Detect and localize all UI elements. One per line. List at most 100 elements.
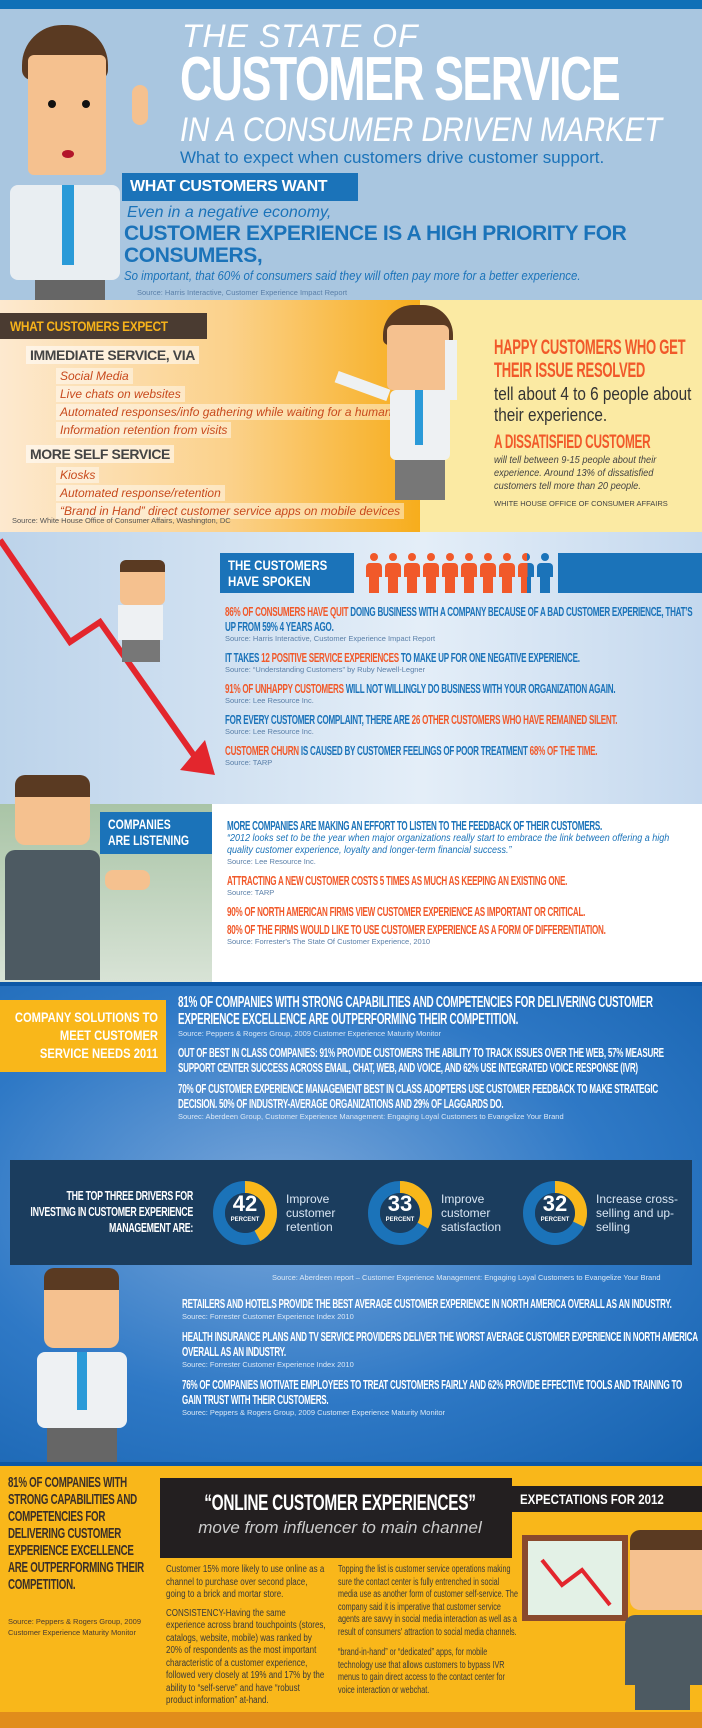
right-source: WHITE HOUSE OFFICE OF CONSUMER AFFAIRS	[494, 499, 668, 508]
solutions-list-2: RETAILERS AND HOTELS PROVIDE THE BEST AV…	[182, 1296, 700, 1418]
donut-label: Improve customer satisfaction	[441, 1192, 502, 1234]
donut-value: 42	[232, 1191, 258, 1216]
spoken-statements: 86% OF CONSUMERS HAVE QUIT DOING BUSINES…	[225, 604, 700, 768]
presenter-businessman-illustration	[620, 1530, 702, 1710]
col1-p2: CONSISTENCY-Having the same experience a…	[166, 1607, 326, 1707]
footer-bar	[0, 1712, 702, 1728]
solution-source: Sourec: Forrester Customer Experience In…	[182, 1360, 354, 1369]
expectations-2012-box: EXPECTATIONS FOR 2012	[512, 1486, 702, 1512]
solution-source: Sourec: Forrester Customer Experience In…	[182, 1312, 354, 1321]
person-icon	[385, 553, 401, 593]
raised-finger-icon	[132, 85, 148, 125]
solutions-list: 81% OF COMPANIES WITH STRONG CAPABILITIE…	[178, 994, 698, 1122]
businessman-pointing-illustration	[10, 15, 120, 300]
falling-red-arrow-icon	[0, 538, 215, 775]
title-line3: IN A CONSUMER DRIVEN MARKET	[180, 111, 662, 149]
dissatisfied-text: will tell between 9-15 people about thei…	[494, 454, 657, 492]
solution-item: OUT OF BEST IN CLASS COMPANIES: 91% PROV…	[178, 1045, 664, 1075]
listening-right-panel	[212, 804, 702, 982]
donut-unit: PERCENT	[385, 1217, 415, 1223]
expect-group-heading: IMMEDIATE SERVICE, VIA	[26, 346, 199, 364]
word-of-mouth-text: HAPPY CUSTOMERS WHO GET THEIR ISSUE RESO…	[494, 336, 699, 509]
solution-item: 70% OF CUSTOMER EXPERIENCE MANAGEMENT BE…	[178, 1081, 658, 1111]
person-icon	[499, 553, 515, 593]
header-source: Source: Harris Interactive, Customer Exp…	[137, 288, 348, 297]
person-icon	[518, 553, 534, 593]
donut-ring	[523, 1181, 587, 1245]
companies-listening-label: COMPANIES ARE LISTENING	[100, 812, 212, 854]
happy-customers-headline: HAPPY CUSTOMERS WHO GET THEIR ISSUE RESO…	[494, 336, 686, 382]
donut-unit: PERCENT	[230, 1217, 260, 1223]
listening-title-line2: ARE LISTENING	[108, 832, 190, 848]
so-important-text: So important, that 60% of consumers said…	[124, 268, 581, 283]
what-customers-expect-label: WHAT CUSTOMERS EXPECT	[0, 313, 207, 339]
businessman-illustration	[32, 1268, 132, 1462]
person-icon	[537, 553, 553, 593]
online-title-box	[160, 1478, 512, 1558]
online-subtitle: move from influencer to main channel	[198, 1518, 482, 1537]
solution-source: Sourec: Aberdeen Group, Customer Experie…	[178, 1112, 564, 1121]
chart-board-icon	[522, 1535, 628, 1621]
solution-item: RETAILERS AND HOTELS PROVIDE THE BEST AV…	[182, 1296, 672, 1311]
word-of-mouth-section	[420, 300, 702, 532]
expect-group-heading: MORE SELF SERVICE	[26, 445, 174, 463]
listening-s4-source: Source: Forrester's The State Of Custome…	[227, 937, 431, 946]
dissatisfied-headline: A DISSATISFIED CUSTOMER	[494, 432, 651, 453]
expect-item: “Brand in Hand” direct customer service …	[56, 503, 405, 519]
statement: FOR EVERY CUSTOMER COMPLAINT, THERE ARE …	[225, 712, 618, 736]
statement: CUSTOMER CHURN IS CAUSED BY CUSTOMER FEE…	[225, 743, 598, 767]
donut-value: 32	[542, 1191, 568, 1216]
solution-source: Sourec: Peppers & Rogers Group, 2009 Cus…	[182, 1408, 446, 1417]
expect-title: WHAT CUSTOMERS EXPECT	[10, 318, 168, 334]
priority-headline: CUSTOMER EXPERIENCE IS A HIGH PRIORITY F…	[124, 222, 627, 267]
statement: 91% OF UNHAPPY CUSTOMERS WILL NOT WILLIN…	[225, 681, 616, 705]
donut-unit: PERCENT	[540, 1217, 570, 1223]
col1-p1: Customer 15% more likely to use online a…	[166, 1564, 325, 1600]
expect-item: Automated responses/info gathering while…	[56, 404, 399, 420]
donut-value-arc	[523, 1181, 587, 1245]
expect-item: Social Media	[56, 368, 133, 384]
person-icon	[404, 553, 420, 593]
expect-item: Automated response/retention	[56, 485, 225, 501]
driver-donut: 32 PERCENT Increase cross-selling and up…	[520, 1178, 678, 1248]
driver-donut: 33 PERCENT Improve customer satisfaction	[365, 1178, 515, 1248]
donut-value: 33	[387, 1191, 413, 1216]
customers-have-spoken-label: THE CUSTOMERS HAVE SPOKEN	[220, 553, 354, 593]
online-col1: Customer 15% more likely to use online a…	[166, 1564, 326, 1708]
what-customers-want-label: WHAT CUSTOMERS WANT	[122, 173, 358, 201]
expect-item: Kiosks	[56, 467, 100, 483]
title-line1: THE STATE OF	[182, 18, 419, 54]
donut-label: Improve customer retention	[286, 1192, 336, 1234]
solution-item: HEALTH INSURANCE PLANS AND TV SERVICE PR…	[182, 1329, 698, 1359]
listening-statements: MORE COMPANIES ARE MAKING AN EFFORT TO L…	[227, 818, 697, 947]
listening-s4: 80% OF THE FIRMS WOULD LIKE TO USE CUSTO…	[227, 922, 606, 937]
listening-s2: ATTRACTING A NEW CUSTOMER COSTS 5 TIMES …	[227, 873, 568, 888]
expect-item: Live chats on websites	[56, 386, 185, 402]
person-icon	[461, 553, 477, 593]
title-main: CUSTOMER SERVICE	[180, 45, 621, 114]
listening-quote: “2012 looks set to be the year when majo…	[227, 833, 670, 856]
expectations-2012-label: EXPECTATIONS FOR 2012	[520, 1491, 664, 1507]
drivers-source: Source: Aberdeen report – Customer Exper…	[272, 1273, 661, 1282]
donut-label: Increase cross-selling and up-selling	[596, 1192, 679, 1234]
top-bar	[0, 0, 702, 9]
people-icons-86-percent	[366, 553, 556, 593]
online-title: “ONLINE CUSTOMER EXPERIENCES”	[204, 1490, 476, 1515]
solution-item: 81% OF COMPANIES WITH STRONG CAPABILITIE…	[178, 994, 653, 1028]
driver-donut: 42 PERCENT Improve customer retention	[210, 1178, 360, 1248]
spoken-bar	[558, 553, 702, 593]
col2-p1: Topping the list is customer service ope…	[338, 1564, 518, 1638]
happy-tell-text: tell about 4 to 6 people about their exp…	[494, 384, 692, 425]
donut-value-arc	[368, 1181, 432, 1245]
listening-s3: 90% OF NORTH AMERICAN FIRMS VIEW CUSTOME…	[227, 904, 586, 919]
donut-value-arc	[213, 1181, 277, 1245]
subtitle: What to expect when customers drive cust…	[180, 148, 605, 167]
listening-s2-source: Source: TARP	[227, 888, 275, 897]
even-text: Even in a negative economy,	[127, 204, 332, 221]
person-icon	[480, 553, 496, 593]
donut-ring	[368, 1181, 432, 1245]
col2-p2: “brand-in-hand” or “dedicated” apps, for…	[338, 1647, 505, 1696]
online-col2: Topping the list is customer service ope…	[338, 1564, 518, 1697]
listening-s1-source: Source: Lee Resource Inc.	[227, 857, 316, 866]
statement: 86% OF CONSUMERS HAVE QUIT DOING BUSINES…	[225, 604, 693, 643]
